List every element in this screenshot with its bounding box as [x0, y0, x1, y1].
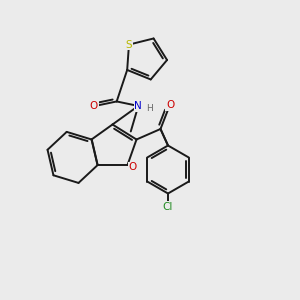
Text: O: O: [166, 100, 175, 110]
Text: Cl: Cl: [163, 202, 173, 212]
Text: O: O: [129, 162, 137, 172]
Text: S: S: [126, 40, 132, 50]
Text: O: O: [89, 101, 98, 111]
Text: N: N: [134, 101, 142, 111]
Text: H: H: [146, 104, 153, 113]
